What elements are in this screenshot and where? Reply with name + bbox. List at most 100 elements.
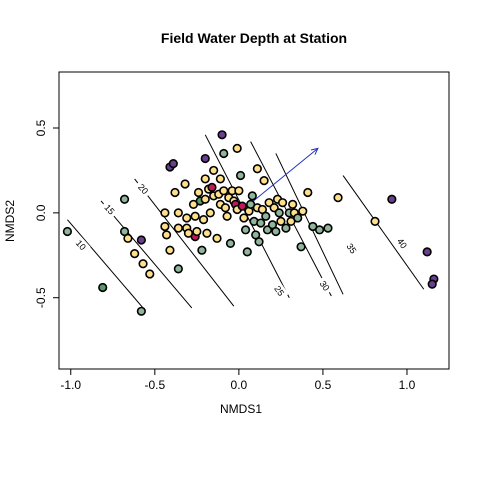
- chart-title: Field Water Depth at Station: [161, 30, 347, 46]
- contour-label-bg: [341, 238, 362, 259]
- data-point: [168, 159, 178, 169]
- data-point: [209, 165, 219, 176]
- contour-label-bg: [269, 280, 289, 301]
- data-point: [252, 164, 262, 174]
- y-tick-label: 0.5: [34, 119, 48, 136]
- data-point: [138, 259, 148, 269]
- data-point: [427, 279, 437, 289]
- data-point: [387, 194, 397, 204]
- data-point: [207, 182, 217, 193]
- data-point: [217, 130, 227, 140]
- data-point: [323, 223, 333, 233]
- data-point: [293, 213, 303, 223]
- data-point: [234, 186, 244, 196]
- x-tick-label: -1.0: [60, 378, 81, 392]
- data-point: [242, 247, 252, 257]
- contour-line: [100, 200, 193, 309]
- data-point: [180, 179, 190, 189]
- data-point: [192, 226, 202, 237]
- contour-label: 35: [345, 242, 359, 256]
- data-point: [136, 235, 146, 245]
- data-point: [219, 186, 229, 196]
- data-point: [314, 225, 325, 235]
- contour-line: [134, 178, 235, 307]
- data-point: [212, 233, 222, 243]
- data-point: [200, 153, 210, 164]
- data-point: [200, 194, 210, 204]
- data-point: [145, 269, 155, 279]
- contour-label-bg: [133, 179, 153, 200]
- contour-label: 25: [272, 284, 286, 298]
- data-point: [235, 170, 246, 181]
- contour-label: 40: [395, 236, 409, 250]
- y-tick-label: 0.0: [34, 204, 48, 221]
- data-point: [222, 211, 232, 221]
- contour-label-bg: [315, 275, 335, 296]
- data-point: [232, 143, 242, 153]
- contour-line: [67, 219, 144, 309]
- data-point: [239, 213, 249, 223]
- contour-label: 20: [136, 182, 150, 196]
- data-point: [281, 223, 291, 233]
- data-point: [161, 230, 172, 240]
- data-point: [205, 208, 215, 218]
- data-point: [98, 282, 108, 293]
- x-tick-label: -0.5: [144, 378, 165, 392]
- plot-frame: [58, 71, 450, 370]
- data-point: [271, 226, 281, 237]
- data-point: [256, 218, 266, 228]
- data-point: [190, 211, 200, 221]
- x-tick-label: 1.0: [399, 378, 416, 392]
- data-point: [422, 247, 432, 257]
- data-point: [240, 225, 251, 235]
- contour-label-bg: [71, 235, 91, 256]
- data-point: [123, 233, 133, 243]
- arrow-head: [310, 147, 319, 155]
- data-point: [165, 245, 175, 255]
- data-point: [225, 238, 236, 249]
- y-tick-label: -0.5: [34, 287, 48, 308]
- data-point: [136, 306, 146, 316]
- data-point: [237, 201, 247, 211]
- data-point: [303, 187, 313, 198]
- data-point: [296, 242, 306, 252]
- x-tick-label: 0.5: [315, 378, 332, 392]
- data-point: [160, 208, 170, 218]
- data-point: [130, 248, 140, 259]
- data-point: [182, 213, 192, 223]
- data-point: [220, 203, 231, 213]
- y-axis-label: NMDS2: [3, 200, 17, 242]
- data-point: [259, 176, 269, 186]
- data-point: [219, 148, 229, 159]
- data-point: [288, 199, 298, 209]
- data-point: [160, 221, 170, 232]
- x-axis-label: NMDS1: [220, 402, 262, 416]
- contour-label: 15: [102, 202, 116, 216]
- data-point: [274, 208, 284, 218]
- axes: -1.0 -0.5 0.0 0.5 1.0 -0.5 0.0 0.5: [34, 119, 416, 392]
- data-point: [173, 208, 183, 218]
- contour-label: 10: [74, 238, 88, 252]
- data-point: [197, 245, 207, 255]
- contour-label-bg: [392, 233, 412, 254]
- data-point: [198, 215, 209, 225]
- data-point: [254, 237, 264, 247]
- data-point: [247, 191, 257, 201]
- data-points: [62, 130, 439, 316]
- data-point: [298, 206, 308, 216]
- contour-label: 30: [318, 279, 332, 293]
- contour-line: [342, 175, 425, 290]
- data-point: [276, 216, 286, 226]
- data-point: [202, 228, 212, 238]
- data-point: [193, 187, 204, 198]
- data-point: [200, 174, 210, 184]
- data-point: [333, 192, 343, 203]
- data-point: [261, 211, 271, 221]
- data-point: [62, 226, 73, 237]
- data-point: [119, 194, 130, 204]
- data-point: [370, 216, 380, 226]
- data-point: [170, 187, 180, 198]
- x-tick-label: 0.0: [231, 378, 248, 392]
- data-point: [173, 223, 183, 233]
